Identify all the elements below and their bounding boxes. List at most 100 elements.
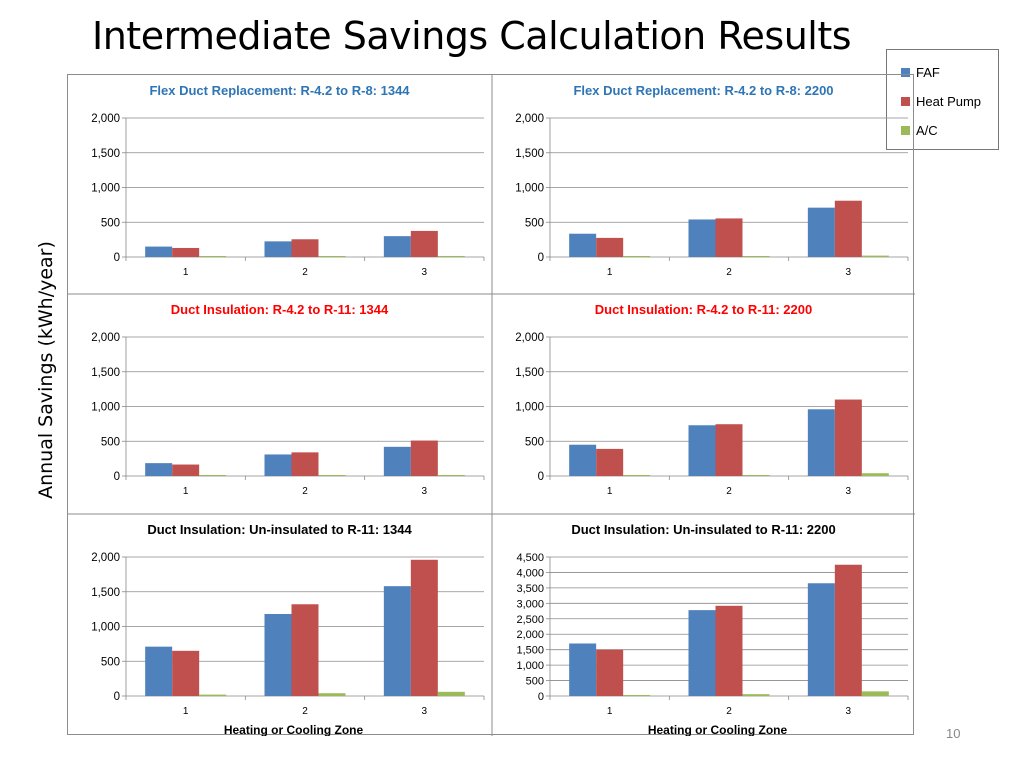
x-category-label: 3 (846, 486, 852, 497)
bar-faf-zone-1 (569, 444, 597, 476)
y-tick-label: 1,000 (91, 402, 120, 414)
bar-a-c-zone-2 (318, 256, 346, 257)
legend-swatch-heat-pump (901, 97, 910, 106)
y-tick-label: 1,500 (91, 587, 120, 599)
bar-a-c-zone-1 (623, 695, 651, 696)
chart-title: Flex Duct Replacement: R-4.2 to R-8: 220… (573, 83, 833, 98)
y-tick-label: 1,500 (515, 148, 544, 160)
legend-item-faf: FAF (887, 58, 998, 87)
bar-faf-zone-2 (688, 425, 716, 476)
bar-a-c-zone-1 (623, 256, 651, 257)
y-tick-label: 500 (101, 656, 120, 668)
y-tick-label: 2,500 (516, 614, 544, 626)
bar-heat-pump-zone-1 (596, 448, 624, 476)
y-tick-label: 1,000 (516, 660, 544, 672)
y-tick-label: 0 (114, 691, 120, 703)
bar-heat-pump-zone-1 (596, 237, 624, 257)
y-tick-label: 500 (525, 217, 544, 229)
bar-faf-zone-1 (569, 233, 597, 257)
bar-a-c-zone-3 (437, 691, 465, 696)
legend-label-faf: FAF (916, 65, 940, 80)
y-axis-label: Annual Savings (kWh/year) (35, 241, 57, 499)
x-category-label: 2 (302, 267, 308, 278)
bar-a-c-zone-3 (437, 475, 465, 476)
y-tick-label: 500 (526, 676, 544, 688)
x-category-label: 1 (607, 706, 613, 717)
y-tick-label: 1,000 (515, 402, 544, 414)
bar-heat-pump-zone-2 (291, 452, 319, 476)
bar-heat-pump-zone-3 (410, 440, 438, 476)
bar-a-c-zone-1 (199, 694, 227, 696)
bar-faf-zone-2 (264, 241, 292, 257)
x-axis-title: Heating or Cooling Zone (224, 723, 364, 736)
chart-grid: Flex Duct Replacement: R-4.2 to R-8: 134… (67, 74, 915, 736)
bar-heat-pump-zone-2 (291, 604, 319, 696)
y-tick-label: 1,000 (91, 622, 120, 634)
bar-faf-zone-2 (688, 219, 716, 257)
chart-panel-1: Flex Duct Replacement: R-4.2 to R-8: 134… (91, 83, 485, 278)
legend: FAF Heat Pump A/C (886, 49, 999, 150)
bar-faf-zone-1 (145, 246, 173, 257)
bar-faf-zone-3 (383, 586, 411, 696)
chart-title: Flex Duct Replacement: R-4.2 to R-8: 134… (149, 83, 410, 98)
bar-a-c-zone-2 (742, 475, 770, 476)
bar-heat-pump-zone-3 (834, 564, 862, 696)
bar-heat-pump-zone-3 (410, 559, 438, 696)
y-tick-label: 4,000 (516, 567, 544, 579)
bar-heat-pump-zone-1 (172, 247, 200, 257)
bar-heat-pump-zone-2 (715, 424, 743, 476)
y-tick-label: 500 (101, 436, 120, 448)
x-category-label: 1 (183, 706, 189, 717)
y-tick-label: 2,000 (515, 332, 544, 344)
y-tick-label: 0 (538, 252, 544, 264)
legend-item-ac: A/C (887, 116, 998, 145)
chart-panel-3: Duct Insulation: R-4.2 to R-11: 1344 0 500… (91, 302, 485, 497)
bar-heat-pump-zone-1 (596, 649, 624, 696)
bar-heat-pump-zone-3 (834, 399, 862, 476)
legend-item-heat-pump: Heat Pump (887, 87, 998, 116)
bar-a-c-zone-1 (199, 475, 227, 476)
y-tick-label: 500 (101, 217, 120, 229)
bar-faf-zone-3 (383, 446, 411, 476)
y-tick-label: 3,500 (516, 583, 544, 595)
page-number: 10 (946, 726, 961, 741)
bar-faf-zone-2 (688, 610, 716, 696)
chart-panel-4: Duct Insulation: R-4.2 to R-11: 2200 0 500… (515, 302, 909, 497)
y-tick-label: 2,000 (91, 552, 120, 564)
x-category-label: 3 (846, 706, 852, 717)
bar-a-c-zone-1 (199, 256, 227, 257)
chart-title: Duct Insulation: Un-insulated to R-11: 1… (147, 522, 412, 537)
bar-faf-zone-1 (145, 463, 173, 476)
chart-panel-6: Duct Insulation: Un-insulated to R-11: 2… (516, 522, 909, 736)
y-tick-label: 2,000 (515, 113, 544, 125)
y-tick-label: 1,000 (515, 183, 544, 195)
x-category-label: 3 (422, 267, 428, 278)
x-category-label: 2 (726, 486, 732, 497)
bar-faf-zone-3 (807, 207, 835, 257)
x-category-label: 3 (422, 706, 428, 717)
bar-a-c-zone-3 (861, 691, 889, 696)
chart-panel-5: Duct Insulation: Un-insulated to R-11: 1… (91, 522, 485, 736)
y-tick-label: 1,500 (91, 367, 120, 379)
legend-swatch-ac (901, 126, 910, 135)
bar-a-c-zone-2 (318, 475, 346, 476)
bar-heat-pump-zone-2 (715, 605, 743, 696)
x-axis-title: Heating or Cooling Zone (648, 723, 788, 736)
slide-title: Intermediate Savings Calculation Results (92, 14, 852, 58)
y-tick-label: 2,000 (91, 332, 120, 344)
legend-swatch-faf (901, 68, 910, 77)
y-tick-label: 1,500 (516, 645, 544, 657)
x-category-label: 3 (846, 267, 852, 278)
y-tick-label: 500 (525, 436, 544, 448)
y-tick-label: 1,500 (91, 148, 120, 160)
x-category-label: 1 (607, 267, 613, 278)
bar-faf-zone-1 (145, 646, 173, 696)
bar-a-c-zone-2 (742, 694, 770, 696)
y-tick-label: 4,500 (516, 552, 544, 564)
legend-label-ac: A/C (916, 123, 938, 138)
bar-a-c-zone-1 (623, 475, 651, 476)
charts-svg: Flex Duct Replacement: R-4.2 to R-8: 134… (68, 75, 915, 736)
bar-faf-zone-2 (264, 454, 292, 476)
bar-heat-pump-zone-2 (291, 239, 319, 257)
chart-title: Duct Insulation: R-4.2 to R-11: 2200 (595, 302, 812, 317)
